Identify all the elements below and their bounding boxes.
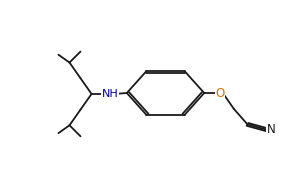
Text: N: N [267, 124, 275, 136]
Text: NH: NH [102, 89, 119, 99]
Text: O: O [215, 86, 225, 100]
